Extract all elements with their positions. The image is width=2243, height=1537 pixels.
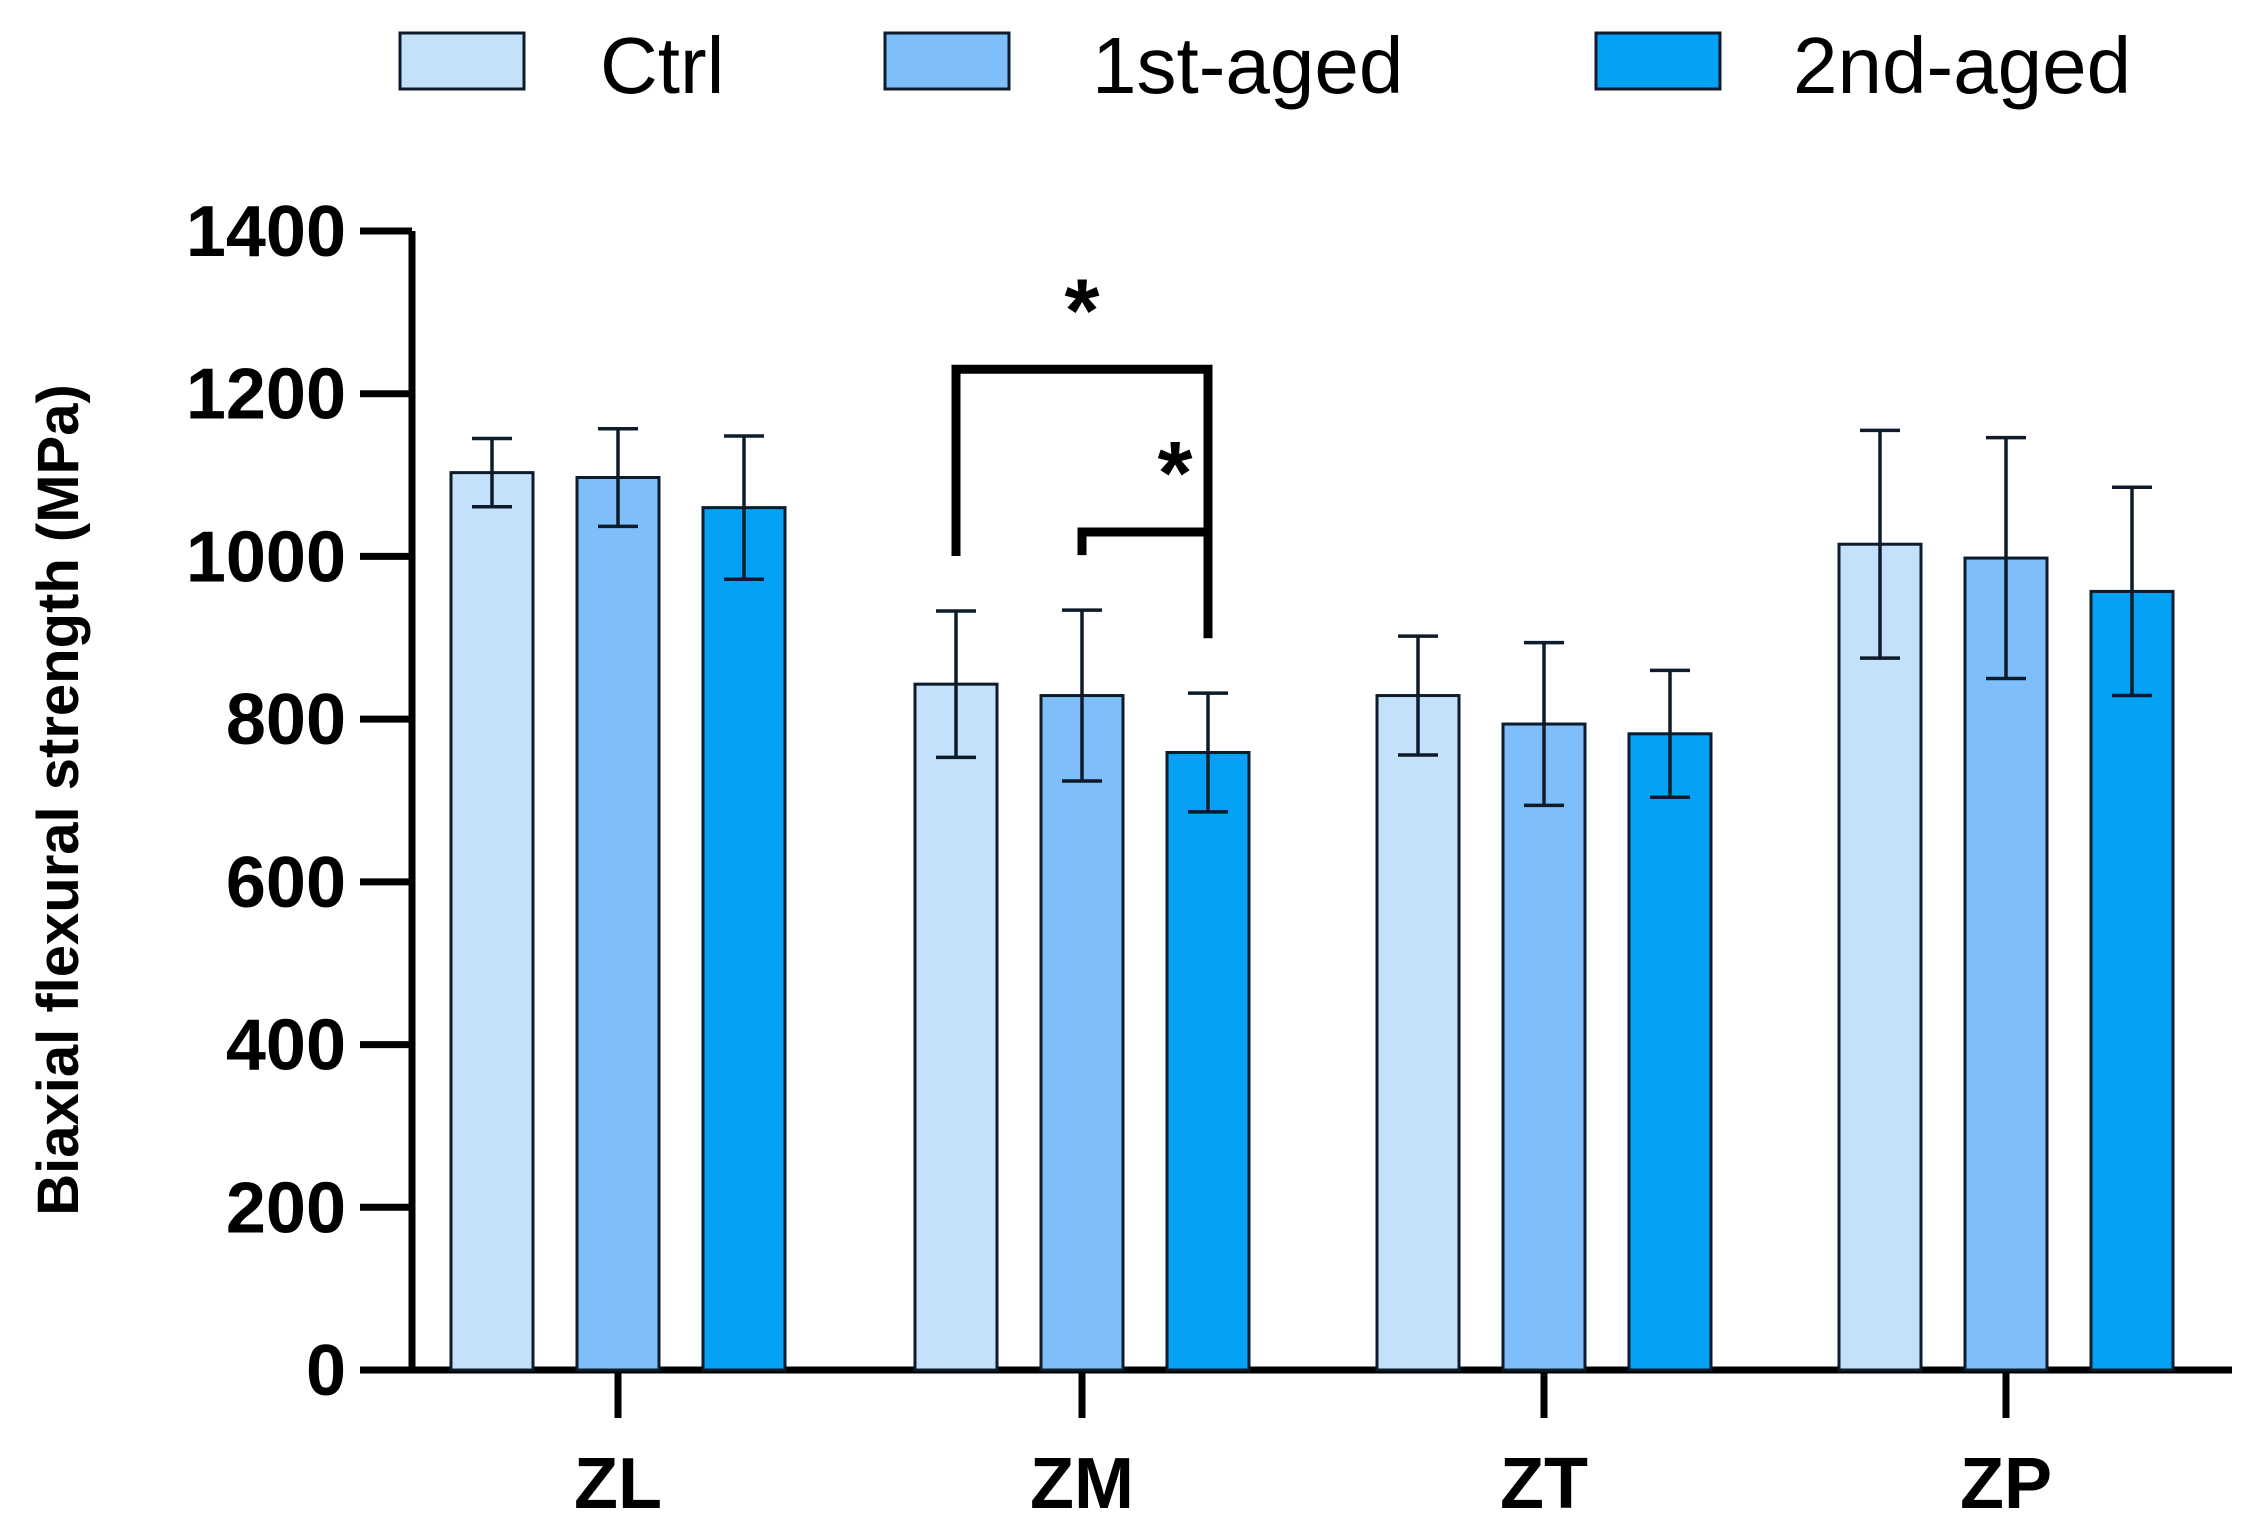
bar-ZL-Ctrl xyxy=(449,471,535,1372)
legend-swatch-3 xyxy=(1594,31,1722,91)
x-tick-label-ZT: ZT xyxy=(1500,1444,1588,1524)
bar-ZP-2nd-aged xyxy=(2089,589,2175,1372)
y-tick-label-200: 200 xyxy=(226,1168,346,1248)
bar-ZM-1st-aged xyxy=(1039,694,1125,1372)
bar-ZM-Ctrl xyxy=(913,682,999,1372)
bar-ZT-Ctrl xyxy=(1375,694,1461,1372)
y-tick-label-800: 800 xyxy=(226,680,346,760)
bar-ZM-2nd-aged xyxy=(1165,750,1251,1372)
bar-ZT-1st-aged xyxy=(1501,722,1587,1372)
y-tick-label-0: 0 xyxy=(306,1331,346,1411)
y-tick-label-1000: 1000 xyxy=(186,517,346,597)
legend-label-2: 1st-aged xyxy=(1092,21,1403,110)
y-tick-label-1400: 1400 xyxy=(186,192,346,272)
legend-label-1: Ctrl xyxy=(600,21,724,110)
y-tick-label-400: 400 xyxy=(226,1006,346,1086)
bar-ZL-1st-aged xyxy=(575,476,661,1372)
legend-label-3: 2nd-aged xyxy=(1793,21,2131,110)
significance-label-1: * xyxy=(1064,261,1099,361)
significance-bracket-2 xyxy=(1077,527,1213,639)
x-tick-label-ZP: ZP xyxy=(1960,1444,2052,1524)
y-axis-label: Biaxial flexural strength (MPa) xyxy=(26,384,91,1216)
legend-swatch-1 xyxy=(398,31,526,91)
bar-ZT-2nd-aged xyxy=(1627,732,1713,1372)
significance-bracket-1 xyxy=(951,364,1213,639)
y-tick-label-1200: 1200 xyxy=(186,355,346,435)
x-tick-label-ZM: ZM xyxy=(1030,1444,1134,1524)
y-tick-label-600: 600 xyxy=(226,843,346,923)
x-tick-label-ZL: ZL xyxy=(574,1444,662,1524)
legend-swatch-2 xyxy=(883,31,1011,91)
bar-ZL-2nd-aged xyxy=(701,506,787,1372)
significance-label-2: * xyxy=(1157,424,1192,524)
bar-ZP-Ctrl xyxy=(1837,542,1923,1372)
